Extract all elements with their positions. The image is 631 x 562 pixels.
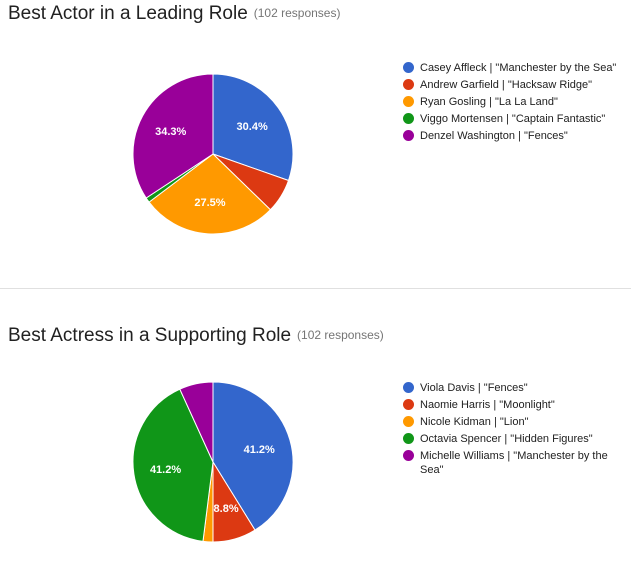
pie-slice[interactable] [148,153,272,235]
pie-slice[interactable] [132,388,214,542]
legend-item[interactable]: Nicole Kidman | "Lion" [403,415,618,429]
legend-label: Naomie Harris | "Moonlight" [420,399,555,411]
section-divider [0,288,631,289]
legend-label: Denzel Washington | "Fences" [420,130,568,142]
legend-swatch [403,96,414,107]
legend-item[interactable]: Casey Affleck | "Manchester by the Sea" [403,61,618,75]
legend-swatch [403,113,414,124]
legend-item[interactable]: Viggo Mortensen | "Captain Fantastic" [403,112,618,126]
legend-item[interactable]: Octavia Spencer | "Hidden Figures" [403,432,618,446]
slice-label: 41.2% [244,444,275,456]
legend-swatch [403,416,414,427]
response-count: (102 responses) [253,6,341,20]
legend-swatch [403,433,414,444]
chart-title: Best Actor in a Leading Role (102 respons… [8,3,341,24]
chart-card-best-actor: Best Actor in a Leading Role (102 respons… [8,3,618,235]
chart-card-best-actress: Best Actress in a Supporting Role (102 re… [0,316,631,555]
legend-swatch [403,382,414,393]
pie-chart: 41.2% 8.8% 41.2% [132,381,294,543]
legend-swatch [403,62,414,73]
legend-item[interactable]: Naomie Harris | "Moonlight" [403,398,618,412]
slice-label: 30.4% [237,121,268,133]
legend-swatch [403,399,414,410]
slice-label: 41.2% [150,464,181,476]
pie-slice[interactable] [212,73,294,182]
slice-label: 8.8% [214,503,239,515]
legend-swatch [403,79,414,90]
legend-label: Michelle Williams | "Manchester by the S… [420,450,608,476]
legend-item[interactable]: Denzel Washington | "Fences" [403,129,618,143]
legend-item[interactable]: Viola Davis | "Fences" [403,381,618,395]
legend-label: Casey Affleck | "Manchester by the Sea" [420,62,617,74]
legend-item[interactable]: Michelle Williams | "Manchester by the S… [403,449,618,477]
legend-swatch [403,450,414,461]
chart-legend: Viola Davis | "Fences" Naomie Harris | "M… [403,381,618,480]
pie-chart: 30.4% 27.5% 34.3% [132,73,294,235]
slice-label: 27.5% [194,197,225,209]
legend-label: Nicole Kidman | "Lion" [420,416,529,428]
legend-label: Viggo Mortensen | "Captain Fantastic" [420,113,606,125]
legend-label: Andrew Garfield | "Hacksaw Ridge" [420,79,593,91]
chart-title: Best Actress in a Supporting Role (102 re… [8,325,384,346]
legend-label: Ryan Gosling | "La La Land" [420,96,558,108]
chart-legend: Casey Affleck | "Manchester by the Sea" A… [403,61,618,146]
slice-label: 34.3% [155,126,186,138]
response-count: (102 responses) [297,328,384,342]
legend-item[interactable]: Ryan Gosling | "La La Land" [403,95,618,109]
pie-slice[interactable] [179,381,214,463]
legend-swatch [403,130,414,141]
legend-label: Viola Davis | "Fences" [420,382,528,394]
pie-slice[interactable] [132,73,214,199]
legend-item[interactable]: Andrew Garfield | "Hacksaw Ridge" [403,78,618,92]
legend-label: Octavia Spencer | "Hidden Figures" [420,433,593,445]
pie-slice[interactable] [212,381,294,531]
